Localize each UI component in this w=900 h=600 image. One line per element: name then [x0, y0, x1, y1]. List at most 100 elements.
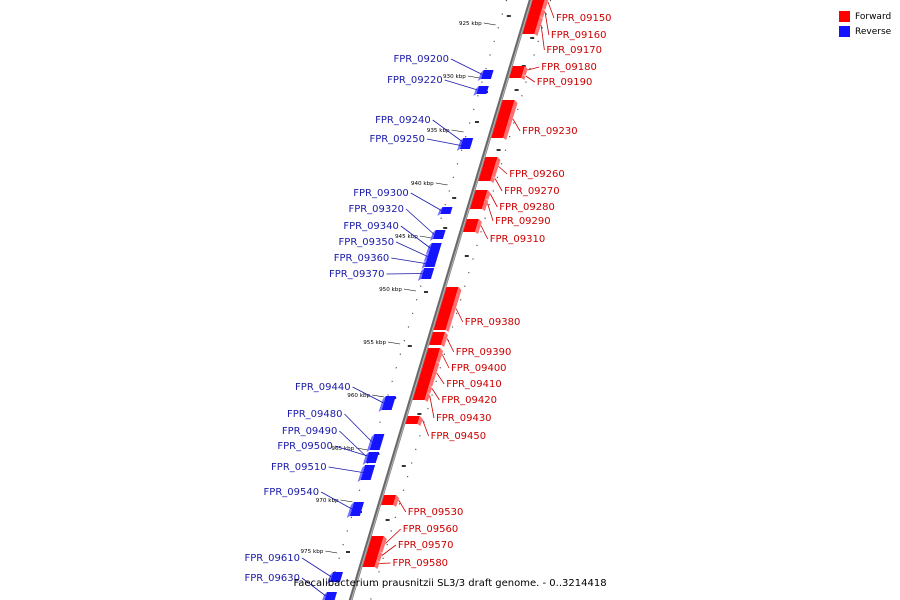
gene-label-leader	[379, 562, 391, 564]
gene-label[interactable]: FPR_09280	[499, 202, 555, 213]
reverse-gene-block[interactable]	[322, 592, 337, 600]
gene-label[interactable]: FPR_09560	[403, 524, 459, 535]
forward-gene-block[interactable]	[417, 361, 440, 387]
scale-leader	[467, 75, 480, 79]
gene-label-leader	[547, 1, 555, 19]
scale-label: 960 kbp	[347, 393, 370, 399]
gene-label[interactable]: FPR_09410	[446, 379, 502, 390]
gene-label[interactable]: FPR_09350	[339, 237, 395, 248]
forward-gene-block[interactable]	[491, 100, 518, 140]
gene-label[interactable]: FPR_09260	[509, 169, 565, 180]
reverse-gene-block[interactable]	[437, 207, 453, 216]
gene-label[interactable]: FPR_09420	[441, 395, 497, 406]
forward-gene-block[interactable]	[463, 219, 482, 234]
forward-gene-block[interactable]	[364, 551, 383, 562]
reverse-gene-block[interactable]	[425, 243, 442, 255]
reverse-gene-block[interactable]	[357, 465, 376, 482]
gene-label[interactable]: FPR_09580	[393, 558, 449, 569]
gene-label[interactable]: FPR_09230	[522, 126, 578, 137]
reverse-genes: FPR_09200 FPR_09220 FPR_09240 FPR_09250 FPR_…	[244, 54, 494, 600]
gene-label-leader	[446, 338, 455, 353]
reverse-gene-block[interactable]	[327, 572, 343, 584]
forward-gene-block[interactable]	[473, 190, 491, 200]
forward-gene-block[interactable]	[479, 157, 501, 178]
reverse-gene-block[interactable]	[363, 452, 379, 462]
gene-label[interactable]: FPR_09340	[343, 221, 399, 232]
gene-label[interactable]: FPR_09310	[490, 234, 546, 245]
gene-label[interactable]: FPR_09250	[369, 134, 425, 145]
forward-gene-block[interactable]	[415, 385, 433, 394]
forward-gene-block[interactable]	[362, 560, 380, 569]
gene-edge	[522, 66, 528, 76]
gene-label[interactable]: FPR_09180	[541, 62, 597, 73]
gene-label[interactable]: FPR_09200	[393, 54, 449, 65]
gene-label[interactable]: FPR_09220	[387, 75, 443, 86]
gene-label[interactable]: FPR_09530	[408, 507, 464, 518]
forward-gene-block[interactable]	[509, 74, 526, 80]
gene-label[interactable]: FPR_09190	[537, 77, 593, 88]
gene-label-leader	[334, 445, 368, 457]
gene-face	[478, 176, 492, 181]
gene-label[interactable]: FPR_09160	[551, 30, 607, 41]
gene-label[interactable]: FPR_09170	[546, 45, 602, 56]
reverse-gene-block[interactable]	[423, 253, 439, 262]
forward-gene-block[interactable]	[510, 66, 528, 76]
gene-label[interactable]: FPR_09370	[329, 269, 385, 280]
reverse-gene-block[interactable]	[429, 230, 446, 241]
forward-gene-block[interactable]	[412, 392, 430, 402]
reverse-gene-block[interactable]	[456, 142, 472, 151]
gene-label[interactable]: FPR_09300	[353, 188, 409, 199]
forward-gene-block[interactable]	[433, 287, 462, 332]
gene-label[interactable]: FPR_09610	[244, 553, 300, 564]
gene-face	[360, 465, 376, 480]
forward-gene-block[interactable]	[381, 495, 400, 507]
gene-label[interactable]: FPR_09320	[348, 204, 404, 215]
gene-label[interactable]: FPR_09430	[436, 413, 492, 424]
reverse-gene-block[interactable]	[473, 86, 489, 96]
gene-label[interactable]: FPR_09360	[334, 253, 390, 264]
gene-label[interactable]: FPR_09380	[465, 317, 521, 328]
reverse-gene-block[interactable]	[477, 70, 494, 81]
forward-gene-block[interactable]	[469, 198, 489, 211]
gene-face	[349, 502, 364, 516]
gene-label[interactable]: FPR_09490	[282, 426, 338, 437]
gene-label[interactable]: FPR_09290	[495, 216, 551, 227]
reverse-gene-block[interactable]	[378, 396, 396, 412]
reverse-gene-block[interactable]	[366, 434, 385, 452]
gene-label[interactable]: FPR_09450	[431, 431, 487, 442]
reverse-gene-block[interactable]	[346, 502, 364, 518]
forward-gene-block[interactable]	[367, 536, 387, 553]
reverse-gene-block[interactable]	[417, 268, 435, 281]
gene-face	[428, 243, 442, 253]
gene-label[interactable]: FPR_09440	[295, 382, 351, 393]
gene-label[interactable]: FPR_09400	[451, 363, 507, 374]
gene-label[interactable]: FPR_09240	[375, 115, 431, 126]
gene-face	[367, 536, 384, 551]
forward-gene-block[interactable]	[429, 332, 448, 347]
forward-gene-block[interactable]	[405, 416, 423, 426]
gene-edge	[379, 536, 387, 553]
gene-label[interactable]: FPR_09270	[504, 186, 560, 197]
gene-face	[426, 253, 439, 260]
gene-label[interactable]: FPR_09630	[244, 573, 300, 584]
reverse-gene-block[interactable]	[421, 260, 437, 269]
scale-labels: 925 kbp 930 kbp 935 kbp 940 kbp 945 kbp 950 k…	[301, 21, 496, 555]
gene-edge	[475, 219, 482, 234]
forward-gene-block[interactable]	[527, 8, 546, 18]
gene-label[interactable]: FPR_09150	[556, 13, 612, 24]
forward-gene-block[interactable]	[522, 16, 543, 36]
gene-label[interactable]: FPR_09540	[264, 487, 320, 498]
gene-label[interactable]: FPR_09480	[287, 409, 343, 420]
gene-face	[324, 592, 337, 600]
genome-axis	[348, 0, 533, 600]
gene-label[interactable]: FPR_09390	[456, 347, 512, 358]
gene-label[interactable]: FPR_09570	[398, 540, 454, 551]
genome-caption: Faecalibacterium prausnitzii SL3/3 draft…	[0, 578, 900, 589]
gene-label[interactable]: FPR_09500	[277, 441, 333, 452]
forward-gene-block[interactable]	[478, 176, 495, 183]
forward-gene-block[interactable]	[530, 0, 549, 10]
gene-label[interactable]: FPR_09510	[271, 462, 327, 473]
gene-face	[362, 560, 377, 567]
forward-gene-block[interactable]	[424, 348, 444, 363]
scale-label: 925 kbp	[459, 21, 482, 27]
